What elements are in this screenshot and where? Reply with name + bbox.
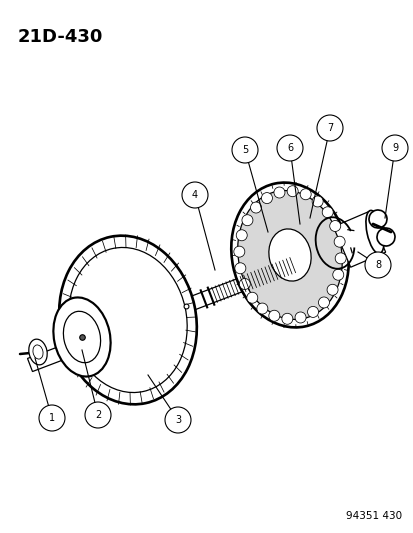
Circle shape (329, 221, 340, 231)
Text: 94351 430: 94351 430 (345, 511, 401, 521)
Text: 1: 1 (49, 413, 55, 423)
Circle shape (268, 310, 279, 321)
Circle shape (165, 407, 190, 433)
Ellipse shape (237, 191, 342, 319)
Polygon shape (27, 223, 387, 372)
Circle shape (231, 137, 257, 163)
Circle shape (299, 189, 311, 200)
Circle shape (287, 185, 297, 197)
Circle shape (321, 207, 332, 218)
Circle shape (332, 269, 343, 280)
Ellipse shape (365, 211, 383, 254)
Circle shape (246, 292, 257, 303)
Circle shape (333, 236, 344, 247)
Circle shape (182, 182, 207, 208)
Ellipse shape (29, 339, 47, 365)
Circle shape (261, 192, 272, 204)
Text: 21D-430: 21D-430 (18, 28, 103, 46)
Circle shape (281, 313, 292, 324)
Text: 7: 7 (326, 123, 332, 133)
Circle shape (39, 405, 65, 431)
Circle shape (273, 187, 284, 198)
Circle shape (233, 246, 244, 257)
Circle shape (364, 252, 390, 278)
Circle shape (318, 297, 329, 308)
Circle shape (307, 306, 318, 318)
Circle shape (85, 402, 111, 428)
Ellipse shape (268, 229, 311, 281)
Circle shape (241, 215, 252, 225)
Text: 5: 5 (241, 145, 247, 155)
Text: 8: 8 (374, 260, 380, 270)
Ellipse shape (63, 311, 100, 363)
Text: 2: 2 (95, 410, 101, 420)
Text: 3: 3 (175, 415, 180, 425)
Ellipse shape (368, 210, 386, 228)
Circle shape (294, 312, 305, 323)
Ellipse shape (69, 247, 187, 392)
Ellipse shape (53, 297, 110, 376)
Text: 4: 4 (192, 190, 197, 200)
Ellipse shape (231, 183, 348, 327)
Text: 9: 9 (391, 143, 397, 153)
Circle shape (236, 230, 247, 241)
Circle shape (256, 303, 267, 314)
Circle shape (316, 115, 342, 141)
Circle shape (381, 135, 407, 161)
Circle shape (239, 279, 250, 289)
Ellipse shape (33, 345, 43, 359)
Ellipse shape (376, 228, 394, 246)
Ellipse shape (59, 236, 196, 405)
Circle shape (234, 263, 245, 274)
Circle shape (276, 135, 302, 161)
Circle shape (311, 196, 323, 207)
Polygon shape (332, 212, 385, 267)
Circle shape (250, 202, 261, 213)
Circle shape (326, 284, 337, 295)
Text: 6: 6 (286, 143, 292, 153)
Circle shape (335, 253, 345, 264)
